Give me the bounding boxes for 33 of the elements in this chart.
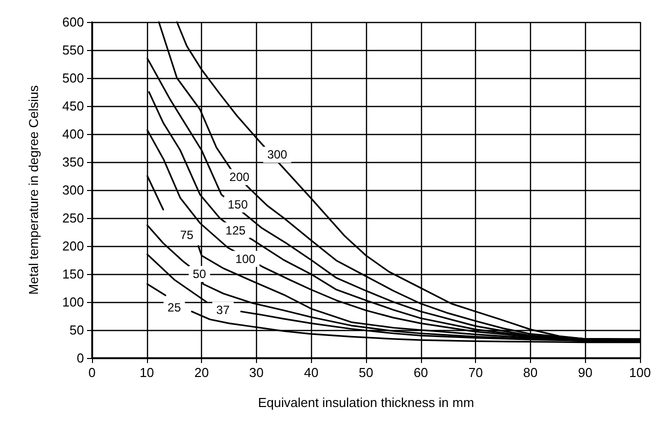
x-tick-label: 100 [629, 365, 651, 380]
y-tick-label: 600 [62, 14, 84, 30]
x-axis-title: Equivalent insulation thickness in mm [258, 395, 474, 410]
y-tick-label: 150 [62, 266, 84, 282]
x-tick-label: 70 [468, 365, 483, 380]
annotation: 75 [180, 228, 194, 242]
y-tick-label: 250 [62, 210, 84, 226]
x-tick-label: 30 [249, 365, 264, 380]
x-tick-label: 90 [578, 365, 592, 380]
y-tick-label: 200 [62, 238, 84, 254]
y-tick-label: 550 [62, 42, 84, 58]
x-tick-label: 10 [140, 365, 154, 380]
y-tick-label: 100 [62, 294, 84, 310]
x-tick-label: 80 [523, 365, 538, 380]
x-tick-label: 20 [194, 365, 209, 380]
y-tick-label: 500 [62, 70, 84, 86]
annotation: 25 [168, 300, 182, 315]
y-tick-label: 50 [70, 322, 84, 338]
x-tick-label: 50 [358, 365, 374, 380]
y-axis-title: Metal temperature in degree Celsius [26, 84, 41, 295]
x-tick-label: 60 [414, 365, 428, 380]
y-tick-label: 0 [76, 350, 84, 366]
y-tick-label: 450 [62, 98, 84, 114]
y-tick-label: 350 [62, 154, 84, 170]
annotation: 200 [229, 170, 250, 184]
annotation: 300 [267, 148, 288, 162]
y-tick-label: 300 [62, 182, 84, 198]
annotation: 37 [216, 302, 230, 317]
annotation: 50 [192, 267, 206, 281]
y-tick-label: 400 [62, 126, 84, 142]
annotation: 150 [228, 198, 248, 212]
x-tick-label: 0 [88, 365, 96, 380]
x-tick-label: 40 [304, 365, 318, 380]
